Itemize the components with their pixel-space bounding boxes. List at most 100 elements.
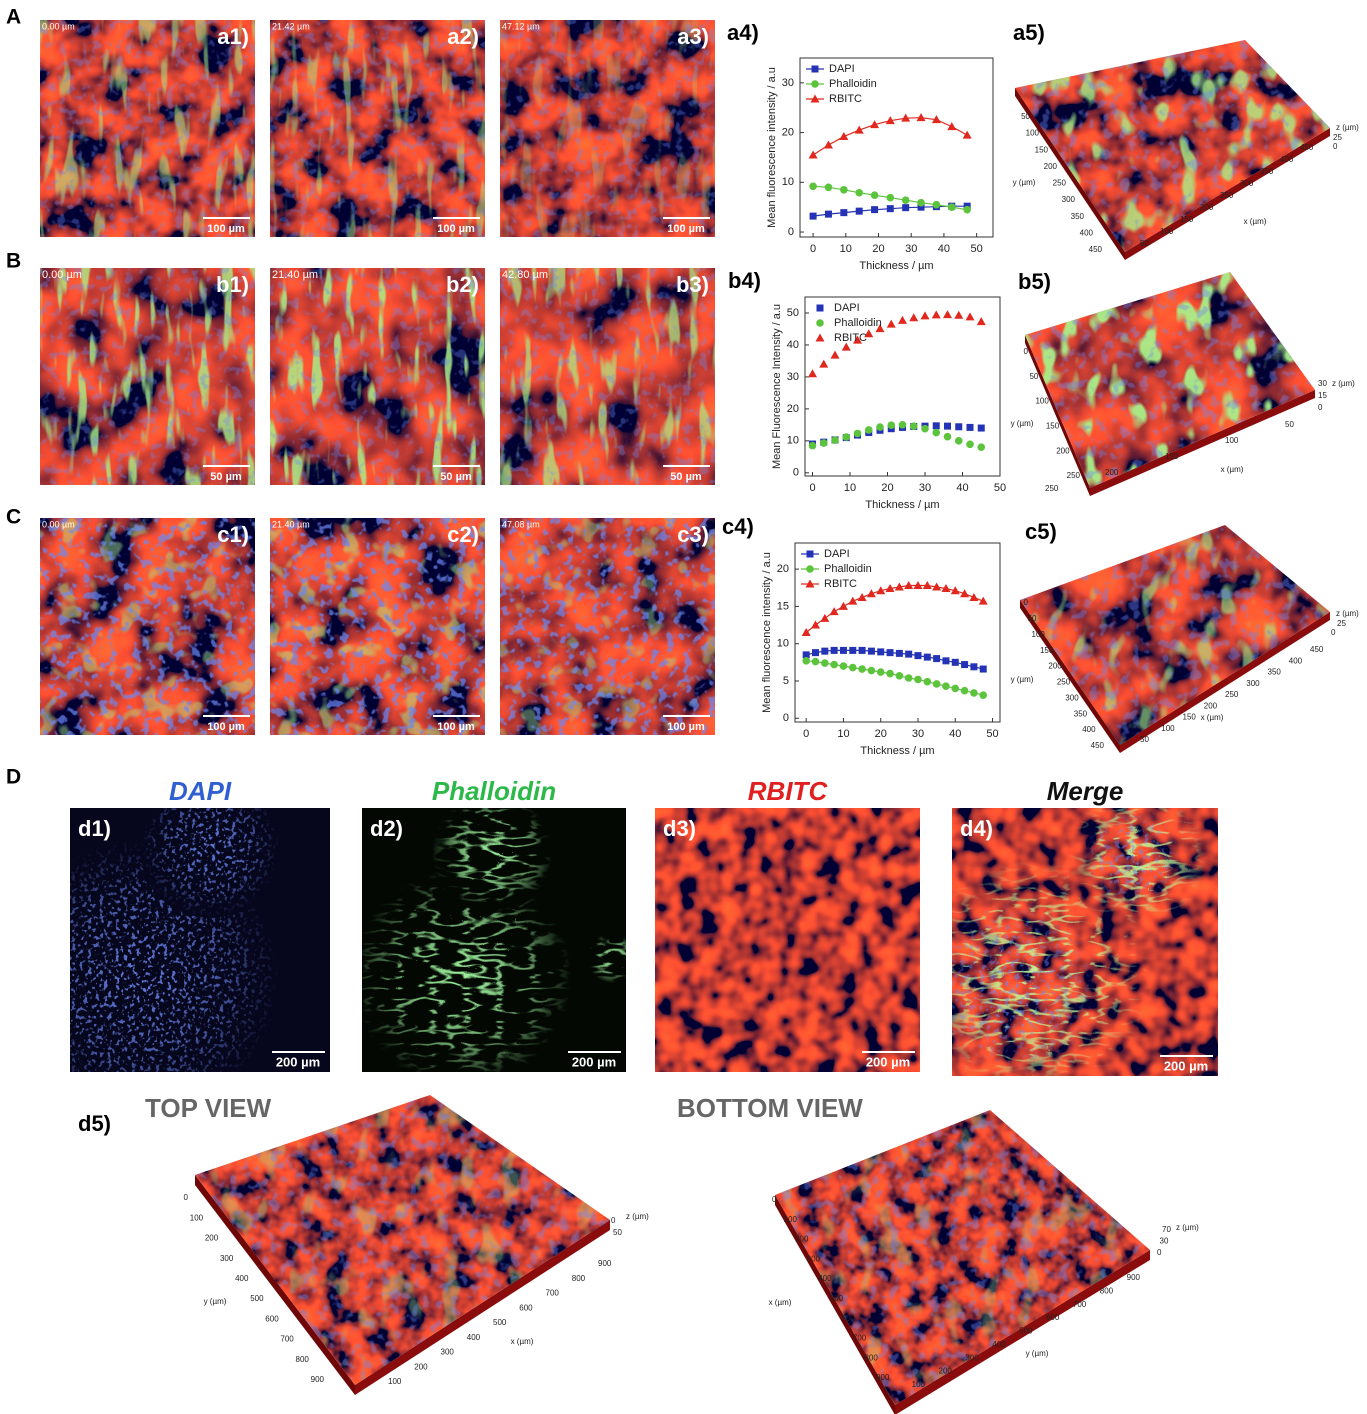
- legend-marker: [811, 65, 819, 73]
- marker: [821, 647, 829, 655]
- render-tick-label: 700: [1073, 1300, 1087, 1309]
- render-tick-label: 100: [1032, 630, 1046, 639]
- marker: [917, 198, 925, 207]
- marker: [867, 666, 876, 675]
- marker: [854, 125, 864, 134]
- render-tick-label: 800: [296, 1355, 310, 1364]
- marker: [886, 193, 895, 202]
- marker: [942, 657, 950, 665]
- marker: [870, 191, 879, 200]
- render-blue: [1015, 40, 1330, 252]
- render-axis-label: z (µm): [1332, 379, 1355, 388]
- marker: [811, 620, 820, 629]
- marker: [951, 684, 960, 693]
- render-tick-label: 100: [912, 1380, 926, 1389]
- y-axis-label: Mean fluorescence intensity / a.u: [761, 552, 773, 713]
- channel-green: [362, 808, 626, 1072]
- render-axis-label: x (µm): [1221, 465, 1244, 474]
- panel-label: b1): [216, 272, 249, 297]
- render-tick-label: 100: [388, 1377, 402, 1386]
- marker: [839, 132, 849, 141]
- marker: [840, 185, 848, 194]
- y-tick-label: 40: [787, 339, 799, 351]
- depth-label: 21.40 µm: [272, 519, 310, 529]
- marker: [979, 665, 987, 673]
- marker: [916, 113, 926, 122]
- y-tick-label: 10: [787, 435, 799, 447]
- render-tick-label: 300: [220, 1254, 234, 1263]
- marker: [932, 422, 940, 430]
- x-tick-label: 0: [810, 243, 816, 255]
- legend-label: Phalloidin: [834, 317, 882, 329]
- marker: [864, 426, 873, 434]
- render-side: [195, 1175, 355, 1395]
- scale-label: 100 µm: [667, 223, 705, 235]
- y-tick-label: 0: [793, 467, 799, 479]
- render-tick-label: 450: [1310, 645, 1324, 654]
- render-tick-label: 30: [1160, 1237, 1169, 1246]
- legend-marker: [805, 579, 815, 588]
- render-tick-label: 300: [1062, 195, 1076, 204]
- render-tick-label: 50: [1029, 372, 1038, 381]
- marker: [954, 310, 964, 319]
- marker: [853, 429, 862, 438]
- view-title: TOP VIEW: [145, 1093, 272, 1123]
- x-tick-label: 40: [949, 728, 961, 740]
- render-tick-label: 450: [1300, 143, 1314, 152]
- chart-label: b4): [728, 268, 761, 293]
- scale-label: 100 µm: [207, 721, 245, 733]
- marker: [979, 691, 988, 699]
- view-title: BOTTOM VIEW: [677, 1093, 863, 1123]
- marker: [824, 183, 833, 192]
- marker: [886, 319, 896, 328]
- y-tick-label: 50: [787, 307, 799, 319]
- marker: [857, 592, 867, 601]
- marker: [855, 207, 863, 215]
- marker: [839, 662, 848, 670]
- marker: [970, 689, 978, 697]
- marker: [913, 581, 923, 590]
- marker: [898, 421, 907, 429]
- scale-label: 50 µm: [440, 471, 472, 483]
- render-tick-label: 0: [1024, 347, 1029, 356]
- panel-label: c3): [677, 522, 709, 547]
- render-tick-label: 900: [1127, 1273, 1141, 1282]
- marker: [885, 116, 895, 125]
- render-blue: [1020, 525, 1330, 745]
- marker: [819, 439, 828, 447]
- render-tick-label: 300: [807, 1254, 821, 1263]
- marker: [876, 668, 885, 676]
- marker: [932, 680, 941, 688]
- marker: [954, 437, 963, 445]
- render-tick-label: 150: [1046, 422, 1060, 431]
- y-axis-label: Mean fluorescence intensity / a.u: [766, 67, 778, 228]
- x-tick-label: 30: [912, 728, 924, 740]
- marker: [802, 651, 810, 659]
- panel-label: d3): [663, 816, 696, 841]
- render-side: [1025, 335, 1090, 496]
- marker: [808, 369, 817, 378]
- x-tick-label: 40: [938, 243, 950, 255]
- x-tick-label: 40: [956, 482, 968, 494]
- marker: [943, 432, 952, 441]
- marker: [839, 646, 847, 654]
- micrograph-blue: [40, 518, 255, 735]
- render-tick-label: 0: [772, 1195, 777, 1204]
- scale-label: 100 µm: [437, 223, 475, 235]
- x-tick-label: 30: [919, 482, 931, 494]
- render-tick-label: 50: [613, 1228, 622, 1237]
- render-tick-label: 25: [1337, 619, 1346, 628]
- legend-marker: [815, 333, 825, 342]
- chart-label: a4): [727, 20, 759, 45]
- render-tick-label: 250: [1220, 191, 1234, 200]
- legend-marker: [806, 565, 814, 573]
- legend-label: Phalloidin: [829, 78, 877, 90]
- marker: [802, 657, 810, 665]
- chart-label: c4): [722, 514, 754, 539]
- scale-label: 200 µm: [572, 1054, 616, 1069]
- x-axis-label: Thickness / µm: [859, 260, 933, 272]
- x-tick-label: 50: [994, 482, 1006, 494]
- marker: [932, 428, 941, 437]
- x-tick-label: 20: [872, 243, 884, 255]
